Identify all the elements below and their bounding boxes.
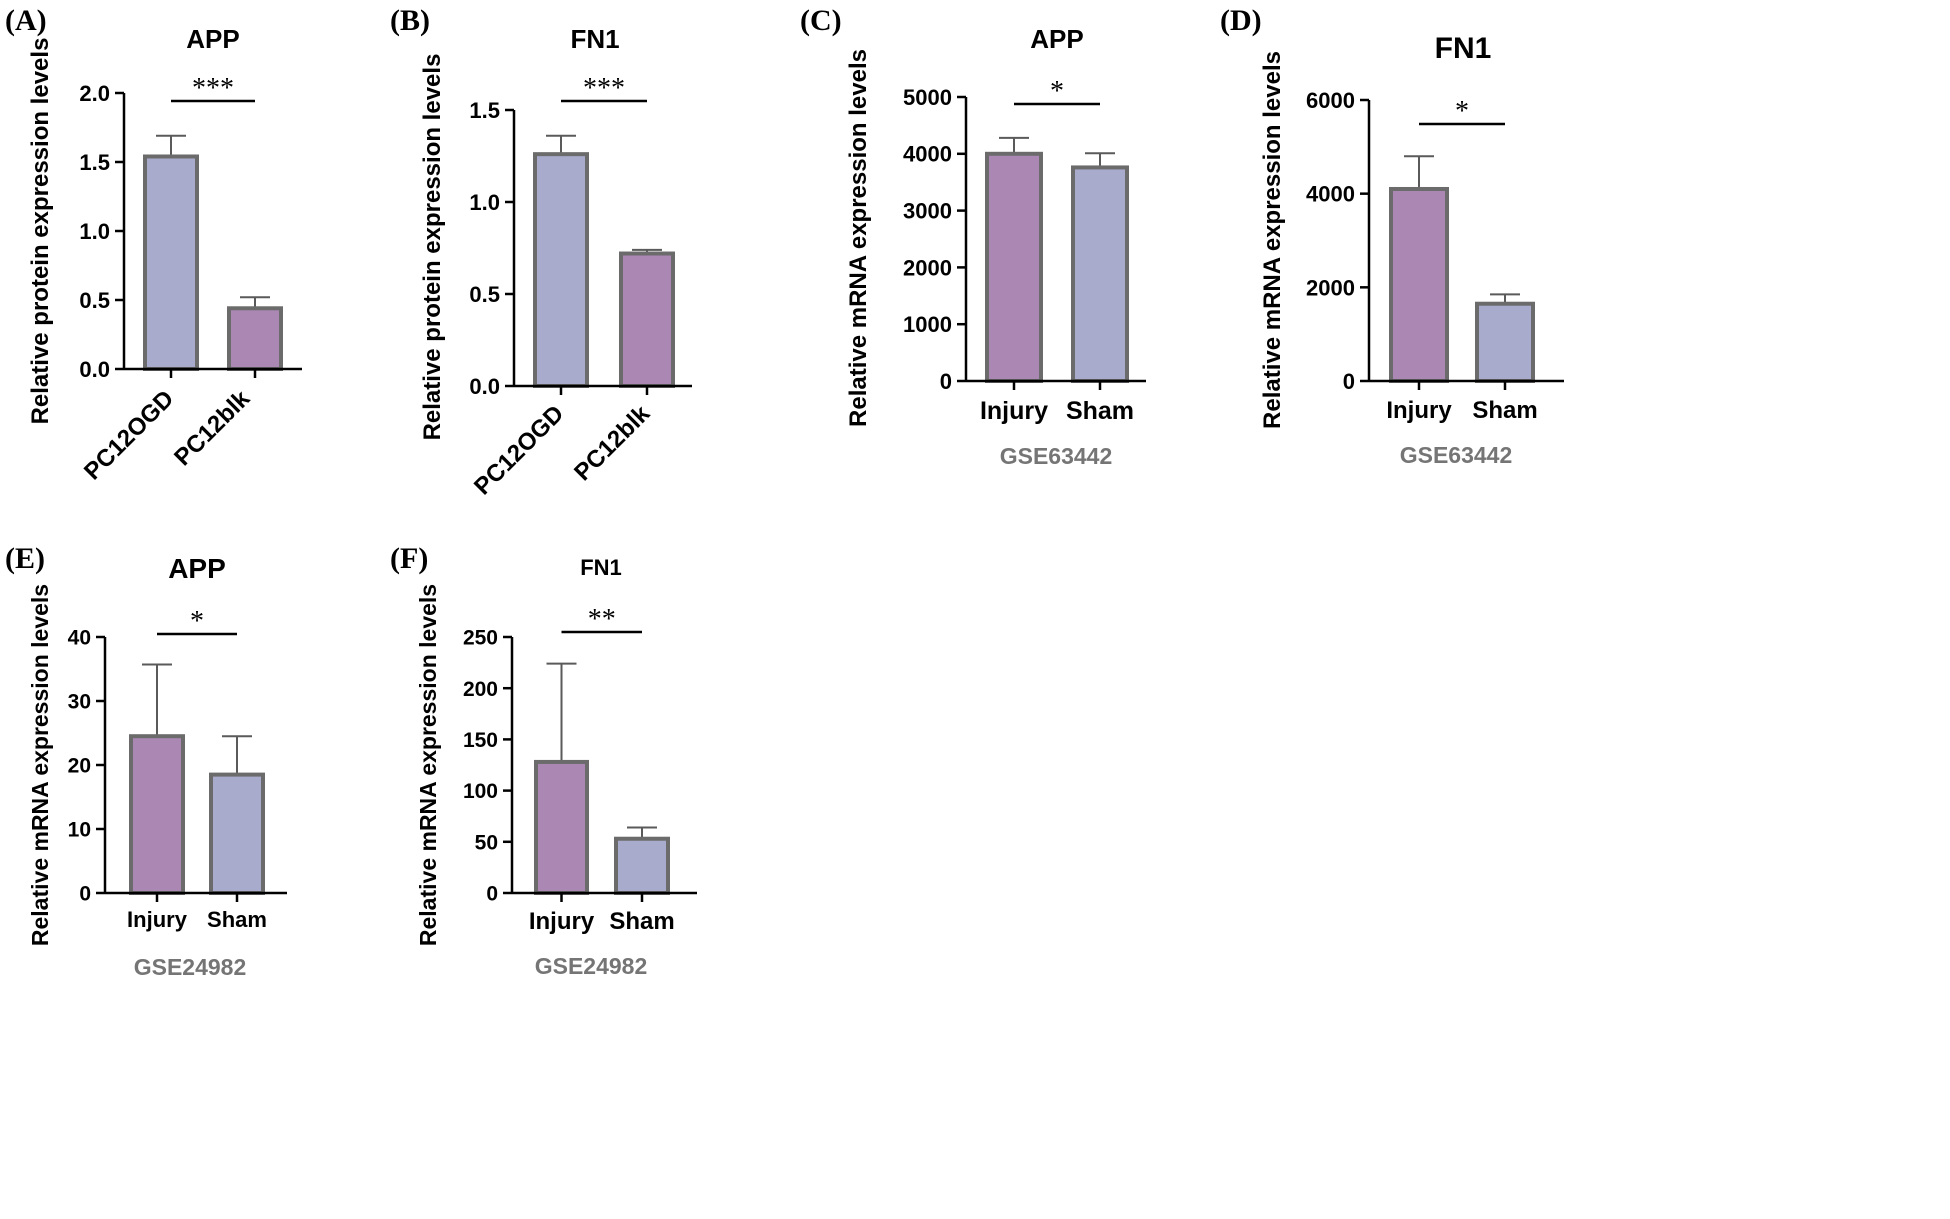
panel-b-category-label-1: PC12blk xyxy=(569,400,656,487)
panel-e-ytick-label-1: 10 xyxy=(68,819,91,842)
panel-b-ytick-label-3: 1.5 xyxy=(469,98,500,123)
panel-e-title: APP xyxy=(168,553,226,584)
panel-d-ylabel: Relative mRNA expression levels xyxy=(1259,51,1286,429)
panel-d: (D) FN1 Relative mRNA expression levels 0 20… xyxy=(1220,4,1564,468)
panel-a-ytick-label-4: 2.0 xyxy=(79,81,110,106)
panel-b-ylabel: Relative protein expression levels xyxy=(419,54,446,441)
panel-d-dataset-label: GSE63442 xyxy=(1400,442,1513,468)
panel-f-significance-label: ** xyxy=(588,604,616,635)
panel-c-significance-label: * xyxy=(1050,76,1064,107)
panel-a-bar-0 xyxy=(143,154,199,371)
panel-d-ytick-label-1: 2000 xyxy=(1306,275,1355,300)
panel-b: (B) FN1 Relative protein expression levels… xyxy=(390,4,692,500)
panel-c-ylabel: Relative mRNA expression levels xyxy=(845,49,872,427)
panel-b-ytick-label-1: 0.5 xyxy=(469,282,500,307)
panel-b-bar-1 xyxy=(619,251,675,388)
panel-a-ytick-label-1: 0.5 xyxy=(79,288,110,313)
panel-d-category-label-0: Injury xyxy=(1386,397,1452,424)
panel-e-ytick-label-4: 40 xyxy=(68,627,91,650)
panel-f-ytick-label-4: 200 xyxy=(463,678,498,701)
panel-b-letter: (B) xyxy=(390,4,430,37)
panel-d-bar-0 xyxy=(1389,186,1449,383)
panel-a-letter: (A) xyxy=(5,4,47,37)
panel-f-ylabel: Relative mRNA expression levels xyxy=(415,584,441,946)
panel-f-ytick-label-3: 150 xyxy=(463,729,498,752)
panel-e-category-label-1: Sham xyxy=(207,907,267,932)
panel-a-title: APP xyxy=(186,24,239,54)
panel-a-category-label-0: PC12OGD xyxy=(79,385,179,485)
panel-c-ytick-label-5: 5000 xyxy=(903,85,952,110)
panel-f-ytick-label-2: 100 xyxy=(463,780,498,803)
panel-d-title: FN1 xyxy=(1435,32,1492,65)
panel-c-category-label-0: Injury xyxy=(980,397,1048,425)
panel-d-letter: (D) xyxy=(1220,4,1262,37)
panel-e-dataset-label: GSE24982 xyxy=(134,954,247,980)
panel-c-dataset-label: GSE63442 xyxy=(1000,443,1113,469)
panel-c-letter: (C) xyxy=(800,4,842,37)
panel-f-category-label-1: Sham xyxy=(609,908,674,935)
panel-b-significance-label: *** xyxy=(583,73,625,104)
panel-a: (A) APP Relative protein expression levels… xyxy=(5,4,302,485)
panel-c-title: APP xyxy=(1030,24,1083,54)
panel-e-ytick-label-0: 0 xyxy=(79,883,91,906)
panel-e-bar-1 xyxy=(209,772,265,895)
panel-f-bar-1 xyxy=(614,836,670,896)
panel-a-ytick-label-2: 1.0 xyxy=(79,219,110,244)
panel-d-bar-1 xyxy=(1475,301,1535,384)
panel-f-ytick-label-0: 0 xyxy=(486,883,498,906)
panel-d-category-label-1: Sham xyxy=(1472,397,1537,424)
panel-e-ytick-label-3: 30 xyxy=(68,691,91,714)
panel-e: (E) APP Relative mRNA expression levels 0 10… xyxy=(5,542,287,980)
panel-b-title: FN1 xyxy=(570,24,619,54)
panel-a-ytick-label-3: 1.5 xyxy=(79,150,110,175)
panel-e-category-label-0: Injury xyxy=(127,907,188,932)
panel-f-title: FN1 xyxy=(580,555,622,580)
panel-f-ytick-label-5: 250 xyxy=(463,627,498,650)
panel-b-bar-0 xyxy=(533,152,589,388)
panel-d-ytick-label-3: 6000 xyxy=(1306,88,1355,113)
panel-e-significance-label: * xyxy=(190,606,204,637)
panel-a-ytick-label-0: 0.0 xyxy=(79,357,110,382)
panel-a-significance-label: *** xyxy=(192,73,234,104)
panel-c-ytick-label-2: 2000 xyxy=(903,255,952,280)
panel-f-dataset-label: GSE24982 xyxy=(535,953,648,979)
panel-c-ytick-label-3: 3000 xyxy=(903,199,952,224)
panel-b-ytick-label-0: 0.0 xyxy=(469,374,500,399)
panel-d-ytick-label-0: 0 xyxy=(1343,369,1355,394)
panel-c-category-label-1: Sham xyxy=(1066,397,1134,425)
panel-e-bar-0 xyxy=(129,734,185,896)
panel-c-bar-1 xyxy=(1071,165,1129,383)
panel-b-ytick-label-2: 1.0 xyxy=(469,190,500,215)
panel-a-ylabel: Relative protein expression levels xyxy=(27,38,54,425)
panel-c: (C) APP Relative mRNA expression levels 0 10… xyxy=(800,4,1146,469)
panel-c-ytick-label-1: 1000 xyxy=(903,312,952,337)
panel-c-ytick-label-4: 4000 xyxy=(903,142,952,167)
panel-f-category-label-0: Injury xyxy=(529,908,595,935)
panel-d-significance-label: * xyxy=(1455,96,1469,127)
panel-a-bar-1 xyxy=(227,306,283,371)
panel-f-letter: (F) xyxy=(390,542,428,575)
panel-e-letter: (E) xyxy=(5,542,45,575)
panel-e-ylabel: Relative mRNA expression levels xyxy=(27,584,53,946)
panel-f: (F) FN1 Relative mRNA expression levels 0 50… xyxy=(390,542,697,979)
panel-b-category-label-0: PC12OGD xyxy=(469,400,569,500)
panel-f-ytick-label-1: 50 xyxy=(475,831,498,854)
panel-e-ytick-label-2: 20 xyxy=(68,755,91,778)
panel-a-category-label-1: PC12blk xyxy=(169,385,256,472)
panel-c-bar-0 xyxy=(985,151,1043,383)
panel-f-bar-0 xyxy=(534,759,589,895)
panel-d-ytick-label-2: 4000 xyxy=(1306,182,1355,207)
panel-c-ytick-label-0: 0 xyxy=(940,369,952,394)
